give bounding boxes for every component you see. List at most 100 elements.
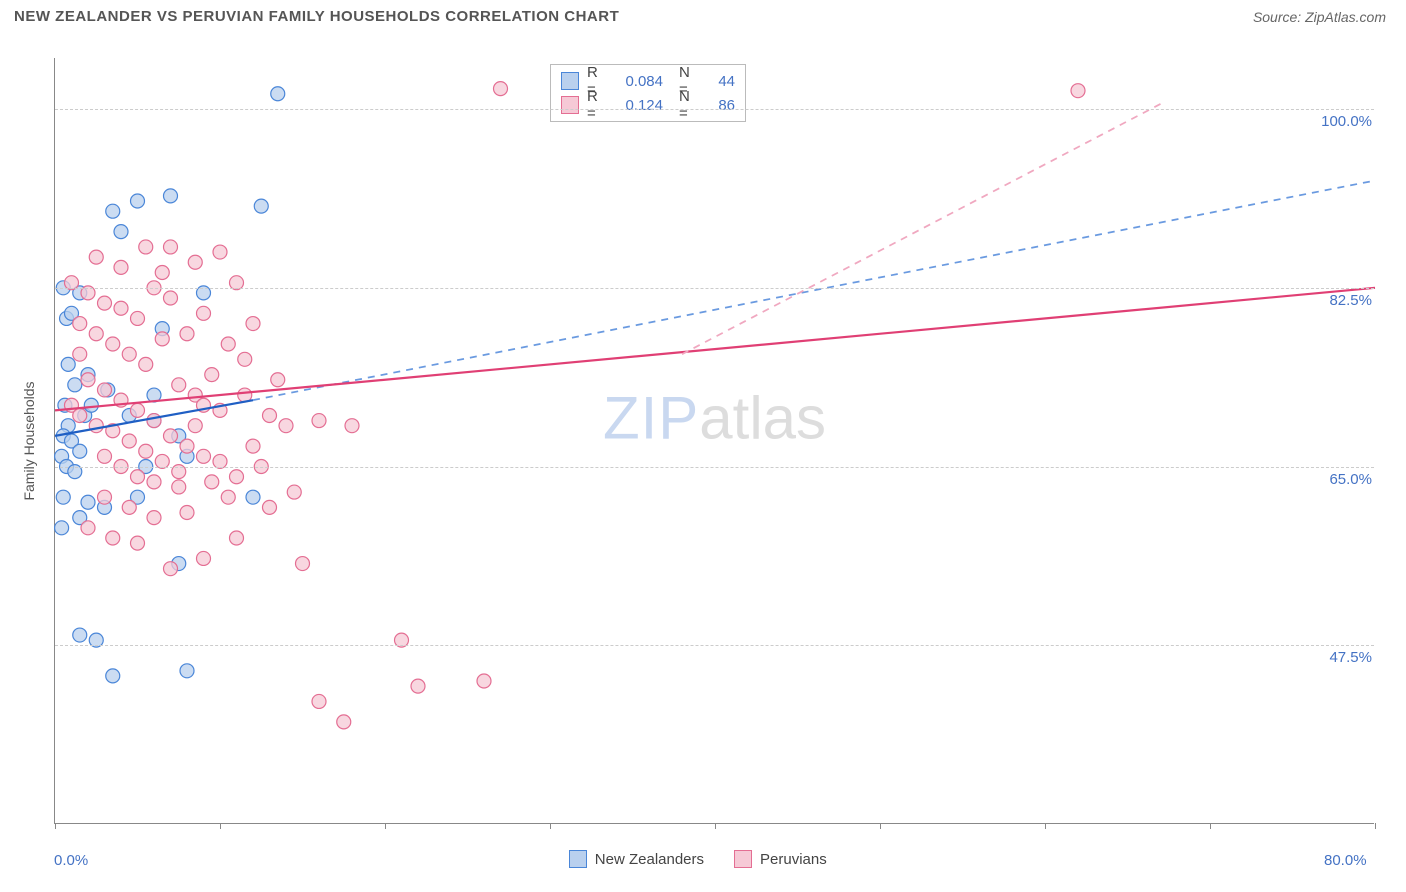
data-point [246, 439, 260, 453]
plot-area: Family Households ZIPatlas R =0.084N =44… [54, 58, 1374, 824]
data-point [312, 694, 326, 708]
data-point [114, 301, 128, 315]
data-point [155, 332, 169, 346]
data-point [246, 317, 260, 331]
data-point [205, 368, 219, 382]
data-point [81, 521, 95, 535]
data-point [477, 674, 491, 688]
x-tick [1045, 823, 1046, 829]
data-point [106, 531, 120, 545]
data-point [122, 347, 136, 361]
data-point [164, 240, 178, 254]
y-axis-title: Family Households [21, 381, 37, 500]
data-point [164, 189, 178, 203]
trend-line-solid [55, 288, 1375, 411]
data-point [180, 505, 194, 519]
data-point [188, 255, 202, 269]
data-point [271, 373, 285, 387]
data-point [494, 82, 508, 96]
data-point [131, 536, 145, 550]
data-point [147, 511, 161, 525]
x-tick [1375, 823, 1376, 829]
x-tick [880, 823, 881, 829]
x-tick [385, 823, 386, 829]
data-point [213, 245, 227, 259]
plot-svg [55, 58, 1374, 823]
data-point [337, 715, 351, 729]
data-point [164, 562, 178, 576]
data-point [114, 225, 128, 239]
data-point [73, 444, 87, 458]
data-point [197, 449, 211, 463]
data-point [205, 475, 219, 489]
data-point [164, 429, 178, 443]
x-axis-max-label: 80.0% [1324, 852, 1367, 869]
data-point [279, 419, 293, 433]
legend-swatch [561, 72, 579, 90]
data-point [55, 521, 69, 535]
data-point [147, 414, 161, 428]
y-tick-label: 47.5% [1312, 649, 1372, 666]
legend-label: Peruvians [760, 851, 827, 868]
legend-r-value: 0.124 [613, 97, 663, 114]
y-tick-label: 100.0% [1312, 113, 1372, 130]
source-attribution: Source: ZipAtlas.com [1253, 9, 1386, 25]
data-point [131, 311, 145, 325]
chart-container: Family Households ZIPatlas R =0.084N =44… [14, 38, 1392, 892]
data-point [1071, 84, 1085, 98]
data-point [271, 87, 285, 101]
data-point [73, 628, 87, 642]
gridline [55, 288, 1374, 289]
data-point [411, 679, 425, 693]
data-point [131, 403, 145, 417]
data-point [263, 408, 277, 422]
data-point [73, 347, 87, 361]
gridline [55, 645, 1374, 646]
data-point [180, 439, 194, 453]
data-point [61, 357, 75, 371]
data-point [84, 398, 98, 412]
data-point [238, 352, 252, 366]
legend-n-label: N = [679, 88, 697, 122]
data-point [180, 664, 194, 678]
gridline [55, 467, 1374, 468]
data-point [98, 449, 112, 463]
data-point [246, 490, 260, 504]
legend-n-value: 86 [705, 97, 735, 114]
data-point [188, 419, 202, 433]
legend-item: Peruvians [734, 850, 827, 868]
data-point [106, 204, 120, 218]
data-point [139, 444, 153, 458]
chart-title: NEW ZEALANDER VS PERUVIAN FAMILY HOUSEHO… [14, 8, 619, 25]
data-point [89, 327, 103, 341]
data-point [221, 490, 235, 504]
legend-r-label: R = [587, 88, 605, 122]
data-point [230, 531, 244, 545]
data-point [73, 408, 87, 422]
data-point [73, 317, 87, 331]
data-point [106, 669, 120, 683]
data-point [81, 495, 95, 509]
data-point [345, 419, 359, 433]
data-point [89, 250, 103, 264]
data-point [68, 378, 82, 392]
data-point [296, 557, 310, 571]
data-point [131, 194, 145, 208]
data-point [89, 419, 103, 433]
data-point [106, 337, 120, 351]
x-tick [715, 823, 716, 829]
x-tick [1210, 823, 1211, 829]
data-point [197, 306, 211, 320]
data-point [312, 414, 326, 428]
data-point [254, 199, 268, 213]
legend-r-value: 0.084 [613, 73, 663, 90]
data-point [172, 480, 186, 494]
data-point [114, 260, 128, 274]
data-point [221, 337, 235, 351]
series-legend: New Zealanders Peruvians [569, 850, 827, 868]
legend-item: New Zealanders [569, 850, 704, 868]
data-point [122, 434, 136, 448]
data-point [81, 373, 95, 387]
y-tick-label: 65.0% [1312, 471, 1372, 488]
data-point [131, 470, 145, 484]
